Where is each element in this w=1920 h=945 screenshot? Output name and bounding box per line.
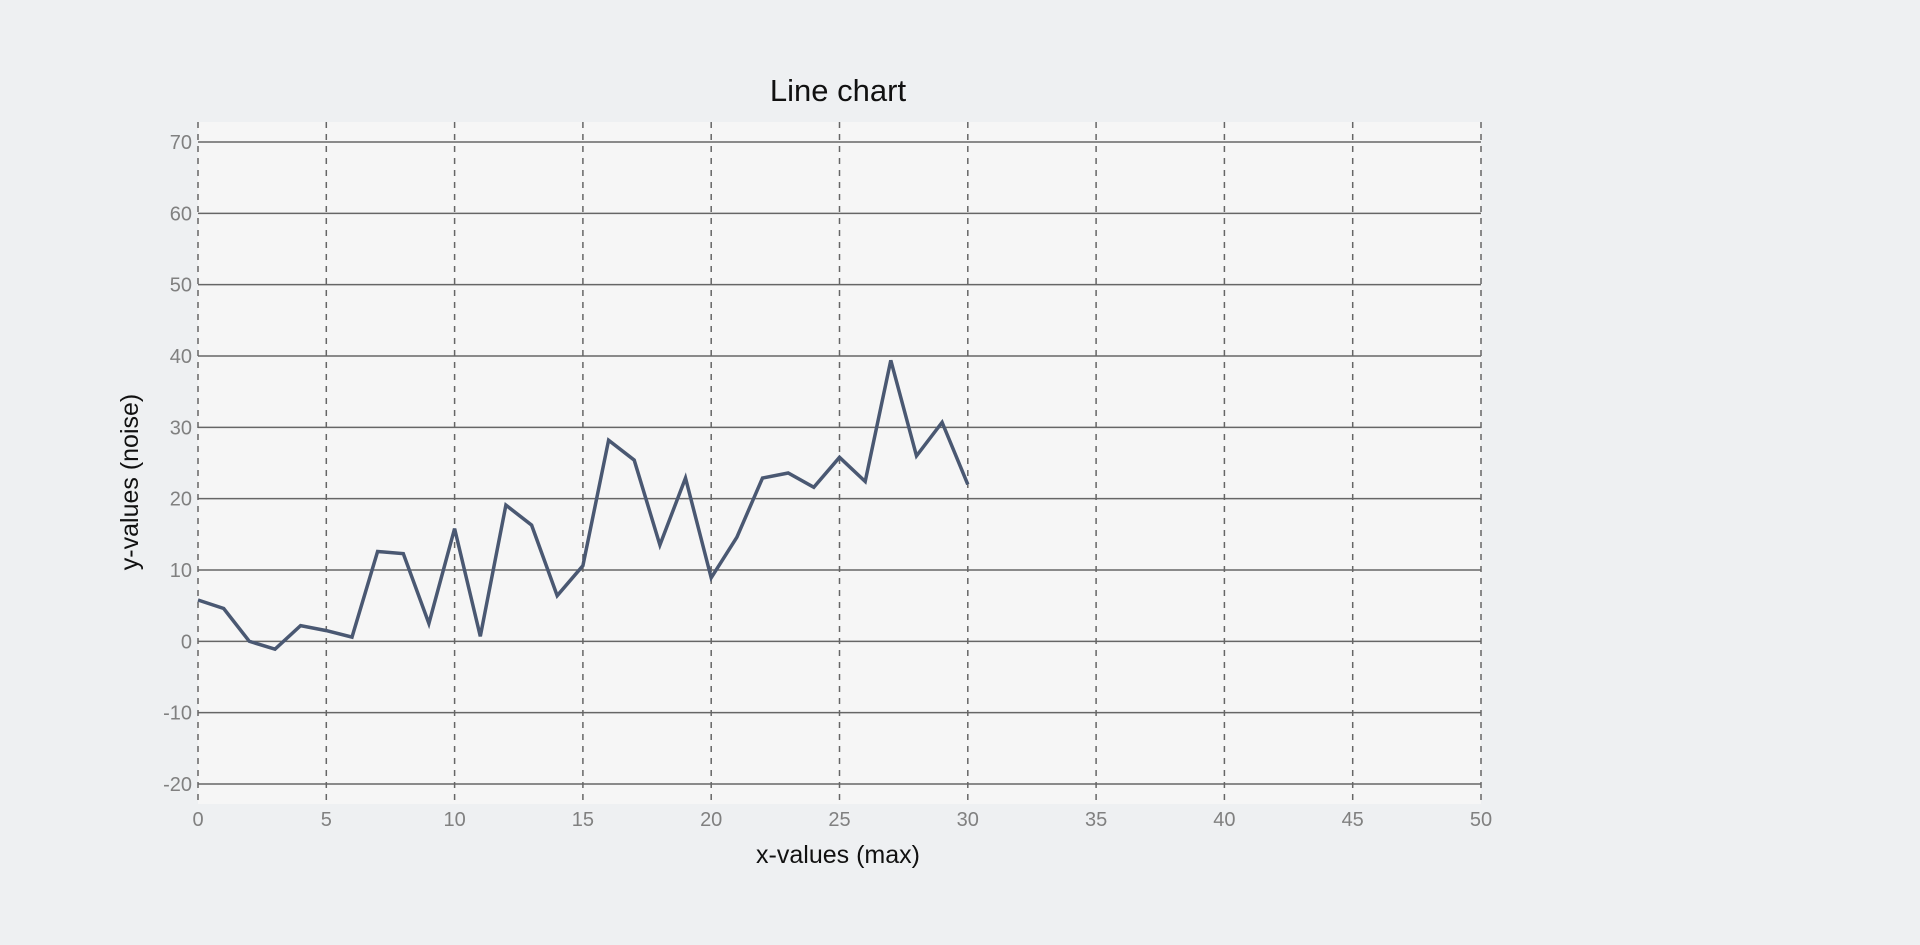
data-point bbox=[863, 480, 867, 484]
data-point bbox=[453, 527, 457, 531]
x-tick-label: 50 bbox=[1470, 809, 1492, 831]
y-tick-label: 20 bbox=[170, 489, 192, 511]
data-point bbox=[555, 594, 559, 598]
y-axis-label: y-values (noise) bbox=[116, 394, 144, 570]
y-tick-label: 60 bbox=[170, 203, 192, 225]
x-tick-label: 10 bbox=[443, 809, 465, 831]
data-point bbox=[324, 629, 328, 633]
x-tick-label: 40 bbox=[1213, 809, 1235, 831]
data-point bbox=[478, 634, 482, 638]
grid bbox=[197, 122, 1482, 804]
data-point bbox=[196, 598, 200, 602]
data-point bbox=[761, 476, 765, 480]
data-point bbox=[607, 438, 611, 442]
x-tick-label: 5 bbox=[321, 809, 332, 831]
data-point bbox=[376, 549, 380, 553]
y-axis-ticks: -20 -10 0 10 20 30 40 50 60 70 bbox=[163, 132, 192, 796]
y-tick-label: -20 bbox=[163, 774, 192, 796]
x-tick-label: 0 bbox=[192, 809, 203, 831]
data-point bbox=[940, 420, 944, 424]
x-tick-label: 20 bbox=[700, 809, 722, 831]
data-point bbox=[658, 543, 662, 547]
x-tick-label: 15 bbox=[572, 809, 594, 831]
x-tick-label: 45 bbox=[1342, 809, 1364, 831]
data-point bbox=[966, 482, 970, 486]
y-tick-label: -10 bbox=[163, 703, 192, 725]
data-point bbox=[812, 485, 816, 489]
y-tick-label: 0 bbox=[181, 631, 192, 653]
y-tick-label: 70 bbox=[170, 132, 192, 154]
y-tick-label: 40 bbox=[170, 346, 192, 368]
data-point bbox=[838, 455, 842, 459]
data-point bbox=[889, 358, 893, 362]
series-layer bbox=[196, 358, 970, 652]
x-tick-label: 35 bbox=[1085, 809, 1107, 831]
data-point bbox=[786, 471, 790, 475]
data-point bbox=[504, 503, 508, 507]
data-point bbox=[530, 523, 534, 527]
chart-title: Line chart bbox=[770, 73, 907, 108]
x-tick-label: 30 bbox=[957, 809, 979, 831]
data-point bbox=[299, 624, 303, 628]
x-axis-label: x-values (max) bbox=[756, 841, 920, 869]
data-point bbox=[709, 576, 713, 580]
data-point bbox=[401, 552, 405, 556]
data-point bbox=[427, 622, 431, 626]
data-point bbox=[914, 454, 918, 458]
data-point bbox=[350, 635, 354, 639]
x-axis-ticks: 0 5 10 15 20 25 30 35 40 45 50 bbox=[192, 809, 1492, 831]
data-point bbox=[273, 647, 277, 651]
data-point bbox=[222, 607, 226, 611]
x-tick-label: 25 bbox=[828, 809, 850, 831]
data-point bbox=[684, 476, 688, 480]
series-line bbox=[197, 359, 970, 652]
y-tick-label: 30 bbox=[170, 417, 192, 439]
y-tick-label: 10 bbox=[170, 560, 192, 582]
y-tick-label: 50 bbox=[170, 275, 192, 297]
data-point bbox=[735, 535, 739, 539]
data-point bbox=[247, 639, 251, 643]
data-point bbox=[581, 564, 585, 568]
data-point bbox=[632, 458, 636, 462]
